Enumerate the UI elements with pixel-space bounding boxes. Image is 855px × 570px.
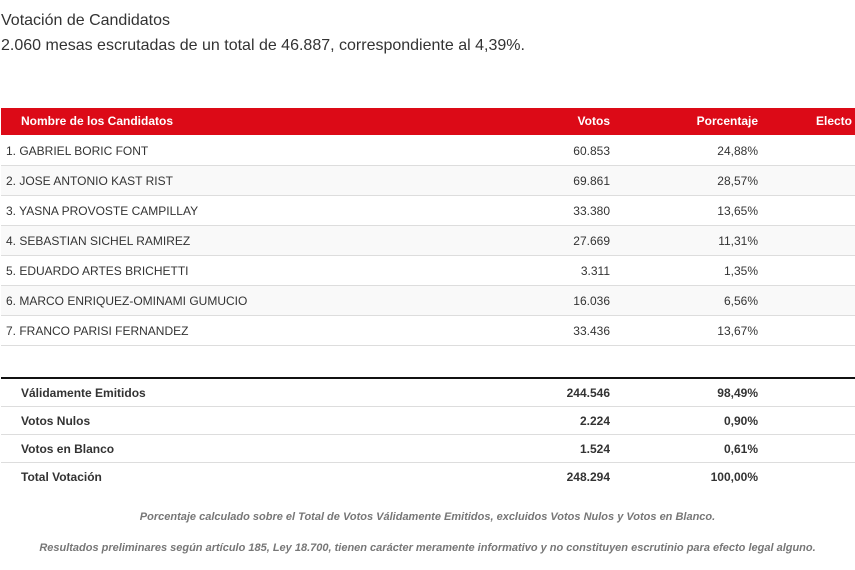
- summary-row: Válidamente Emitidos 244.546 98,49%: [1, 379, 855, 407]
- candidate-name: 5. EDUARDO ARTES BRICHETTI: [6, 264, 189, 278]
- candidate-percentage: 13,65%: [717, 204, 758, 218]
- header-percentage: Porcentaje: [696, 114, 758, 128]
- footnote-legal: Resultados preliminares según artículo 1…: [39, 542, 816, 554]
- candidate-percentage: 13,67%: [717, 324, 758, 338]
- candidate-name: 4. SEBASTIAN SICHEL RAMIREZ: [6, 234, 191, 248]
- header-votes: Votos: [577, 114, 610, 128]
- candidate-votes: 33.436: [573, 324, 610, 338]
- divider: [1, 377, 855, 379]
- candidate-votes: 27.669: [573, 234, 610, 248]
- table-header: Nombre de los Candidatos Votos Porcentaj…: [1, 108, 855, 135]
- header-name: Nombre de los Candidatos: [21, 114, 174, 128]
- summary-label: Votos en Blanco: [21, 442, 115, 456]
- summary-label: Votos Nulos: [21, 414, 91, 428]
- page-title: Votación de Candidatos: [1, 12, 171, 29]
- summary-row: Votos Nulos 2.224 0,90%: [1, 407, 855, 435]
- candidate-name: 2. JOSE ANTONIO KAST RIST: [6, 174, 173, 188]
- candidate-votes: 60.853: [573, 144, 610, 158]
- summary-row: Total Votación 248.294 100,00%: [1, 463, 855, 490]
- summary-row: Votos en Blanco 1.524 0,61%: [1, 435, 855, 463]
- header-elected: Electo: [815, 114, 852, 128]
- candidate-percentage: 24,88%: [717, 144, 758, 158]
- summary-votes: 248.294: [566, 470, 610, 484]
- page-subtitle: 2.060 mesas escrutadas de un total de 46…: [1, 37, 525, 54]
- table-row: 1. GABRIEL BORIC FONT 60.853 24,88%: [1, 136, 855, 166]
- table-row: 2. JOSE ANTONIO KAST RIST 69.861 28,57%: [1, 166, 855, 196]
- summary-percentage: 0,90%: [723, 414, 758, 428]
- candidate-votes: 69.861: [573, 174, 610, 188]
- candidate-percentage: 6,56%: [723, 294, 758, 308]
- table-row: 3. YASNA PROVOSTE CAMPILLAY 33.380 13,65%: [1, 196, 855, 226]
- summary-label: Total Votación: [21, 470, 102, 484]
- summary-percentage: 98,49%: [717, 386, 758, 400]
- table-row: 5. EDUARDO ARTES BRICHETTI 3.311 1,35%: [1, 256, 855, 286]
- candidate-percentage: 28,57%: [717, 174, 758, 188]
- candidate-name: 6. MARCO ENRIQUEZ-OMINAMI GUMUCIO: [6, 294, 248, 308]
- table-row: 4. SEBASTIAN SICHEL RAMIREZ 27.669 11,31%: [1, 226, 855, 256]
- table-row: 7. FRANCO PARISI FERNANDEZ 33.436 13,67%: [1, 316, 855, 346]
- summary-votes: 244.546: [566, 386, 610, 400]
- summary-percentage: 100,00%: [710, 470, 758, 484]
- summary-votes: 1.524: [579, 442, 610, 456]
- candidate-percentage: 1,35%: [723, 264, 758, 278]
- table-row: 6. MARCO ENRIQUEZ-OMINAMI GUMUCIO 16.036 6…: [1, 286, 855, 316]
- summary-percentage: 0,61%: [723, 442, 758, 456]
- candidate-votes: 33.380: [573, 204, 610, 218]
- candidate-name: 7. FRANCO PARISI FERNANDEZ: [6, 324, 189, 338]
- summary-votes: 2.224: [579, 414, 610, 428]
- footnote-percentage: Porcentaje calculado sobre el Total de V…: [139, 511, 716, 523]
- candidate-votes: 16.036: [573, 294, 610, 308]
- candidate-name: 1. GABRIEL BORIC FONT: [6, 144, 149, 158]
- candidate-name: 3. YASNA PROVOSTE CAMPILLAY: [6, 204, 199, 218]
- candidate-votes: 3.311: [580, 264, 610, 278]
- summary-label: Válidamente Emitidos: [21, 386, 146, 400]
- candidate-percentage: 11,31%: [718, 234, 758, 248]
